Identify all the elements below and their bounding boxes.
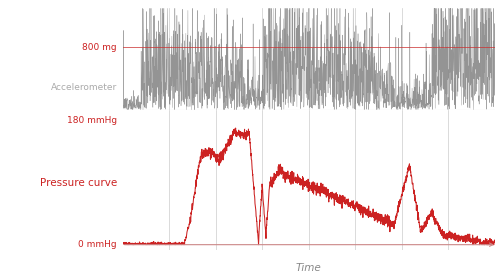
Text: Pressure curve: Pressure curve (40, 178, 117, 188)
Text: 800 mg: 800 mg (82, 43, 117, 52)
Text: 0 mmHg: 0 mmHg (78, 240, 117, 249)
Text: Time: Time (296, 263, 322, 273)
Text: Accelerometer: Accelerometer (50, 83, 117, 92)
Text: 180 mmHg: 180 mmHg (67, 116, 117, 125)
